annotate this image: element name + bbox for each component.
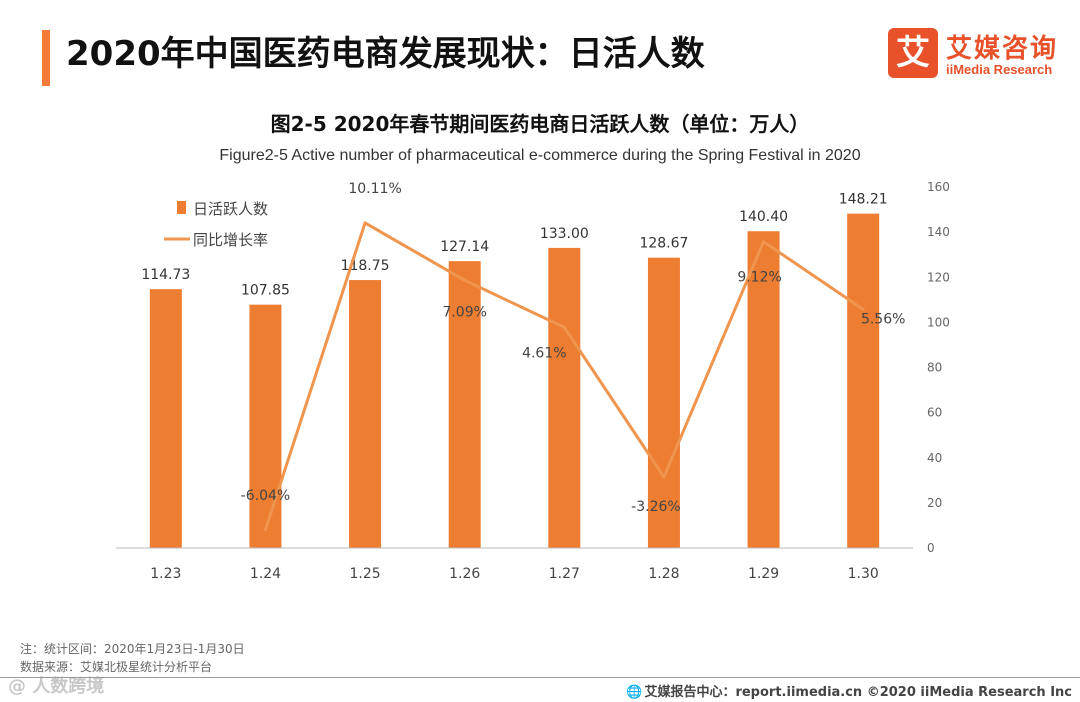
chart-title: 图2-5 2020年春节期间医药电商日活跃人数（单位：万人） xyxy=(270,112,810,136)
growth-rate-label: 10.11% xyxy=(348,181,401,197)
logo-name-cn: 艾媒咨询 xyxy=(946,34,1059,64)
y-tick-label: 160 xyxy=(927,180,950,194)
y-tick-label: 20 xyxy=(927,496,942,510)
logo-mark: 艾 xyxy=(888,28,938,78)
y-tick-label: 100 xyxy=(927,315,950,329)
growth-rate-label: 4.61% xyxy=(522,345,566,361)
growth-rate-label: 7.09% xyxy=(442,304,486,320)
bar-value-label: 140.40 xyxy=(739,209,788,225)
x-tick-label: 1.24 xyxy=(250,566,281,582)
title-accent-bar xyxy=(42,30,50,86)
legend-line-label: 同比增长率 xyxy=(193,231,268,249)
chart-subtitle: Figure2-5 Active number of pharmaceutica… xyxy=(219,147,861,164)
x-tick-label: 1.26 xyxy=(449,566,480,582)
legend-bar-label: 日活跃人数 xyxy=(193,200,268,218)
bar xyxy=(548,247,581,548)
logo-name-en: iiMedia Research xyxy=(946,62,1053,77)
y-tick-label: 40 xyxy=(927,451,942,465)
note-range: 注：统计区间：2020年1月23日-1月30日 xyxy=(20,642,245,656)
note-source: 数据来源：艾媒北极星统计分析平台 xyxy=(20,660,213,674)
bar xyxy=(249,304,282,548)
y-tick-label: 80 xyxy=(927,361,942,375)
legend-bar-swatch xyxy=(177,201,186,214)
watermark: @ 人数跨境 xyxy=(8,676,105,697)
growth-rate-label: 5.56% xyxy=(861,311,905,327)
bar xyxy=(647,257,680,548)
iimedia-logo: 艾 艾媒咨询 iiMedia Research xyxy=(888,28,1068,84)
bar-value-label: 127.14 xyxy=(440,239,489,255)
growth-rate-label: -3.26% xyxy=(631,499,681,515)
footer: 🌐 艾媒报告中心：report.iimedia.cn ©2020 iiMedia … xyxy=(626,681,1072,700)
growth-rate-label: 9.12% xyxy=(737,270,781,286)
growth-rate-point xyxy=(762,240,766,244)
bar-value-label: 148.21 xyxy=(839,192,888,208)
bar xyxy=(349,280,382,548)
y-tick-label: 140 xyxy=(927,225,950,239)
footer-text: 艾媒报告中心：report.iimedia.cn ©2020 iiMedia R… xyxy=(644,685,1072,700)
y-tick-label: 120 xyxy=(927,270,950,284)
bar-value-label: 114.73 xyxy=(141,267,190,283)
bar-value-label: 133.00 xyxy=(540,226,589,242)
growth-rate-point xyxy=(463,278,467,282)
page-title: 2020年中国医药电商发展现状：日活人数 xyxy=(66,34,705,74)
growth-rate-point xyxy=(263,528,267,532)
footer-divider xyxy=(0,677,1080,678)
growth-rate-point xyxy=(363,221,367,225)
bar-value-label: 128.67 xyxy=(639,236,688,252)
growth-rate-point xyxy=(562,325,566,329)
x-tick-label: 1.23 xyxy=(150,566,181,582)
y-tick-label: 60 xyxy=(927,406,942,420)
growth-rate-point xyxy=(861,307,865,311)
x-tick-label: 1.30 xyxy=(848,566,879,582)
globe-icon: 🌐 xyxy=(626,685,643,700)
bar xyxy=(747,231,780,548)
bar-value-label: 107.85 xyxy=(241,283,290,299)
growth-rate-point xyxy=(662,475,666,479)
bar xyxy=(448,261,481,548)
bar xyxy=(847,213,880,548)
growth-rate-label: -6.04% xyxy=(241,488,291,504)
y-tick-label: 0 xyxy=(927,541,935,555)
bar xyxy=(149,289,182,548)
x-tick-label: 1.27 xyxy=(549,566,580,582)
x-tick-label: 1.28 xyxy=(648,566,679,582)
x-tick-label: 1.29 xyxy=(748,566,779,582)
x-tick-label: 1.25 xyxy=(349,566,380,582)
